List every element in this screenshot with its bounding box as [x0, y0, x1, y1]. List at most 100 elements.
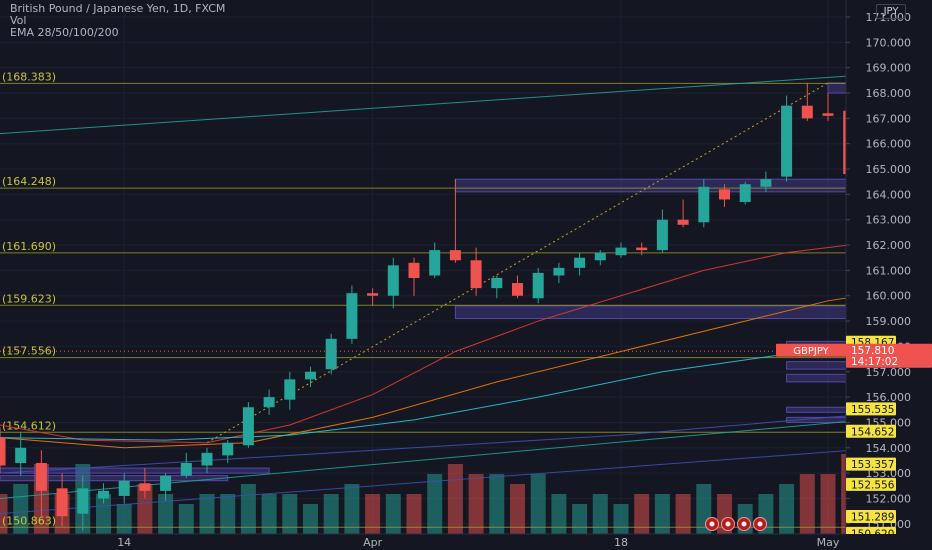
candle-body [118, 480, 130, 496]
candle [180, 452, 192, 479]
candle [739, 181, 751, 205]
candle-body [760, 179, 772, 187]
event-marker-dot [709, 521, 715, 527]
price-tick-label: 152.000 [866, 492, 912, 505]
volume-bar [137, 484, 153, 534]
candle [56, 473, 68, 527]
price-tick-label: 163.000 [866, 214, 912, 227]
volume-bar [240, 484, 256, 534]
price-tick-label: 159.000 [866, 315, 912, 328]
time-axis[interactable]: 14Apr18May1630 [117, 536, 932, 549]
zone-box [786, 373, 847, 383]
price-tag-label: 153.357 [851, 459, 894, 471]
volume-bar [0, 494, 8, 534]
candle [160, 473, 172, 501]
candle-body [719, 189, 730, 200]
price-tick-label: 160.000 [866, 290, 912, 303]
candle [822, 93, 834, 121]
candle-body [512, 283, 523, 296]
candle [532, 267, 544, 304]
price-tick-label: 170.000 [866, 36, 912, 49]
candle [574, 252, 586, 276]
price-axis[interactable]: 171.000170.000169.000168.000167.000166.0… [846, 11, 911, 531]
price-tag-label: 154.652 [851, 426, 894, 438]
candle-body [263, 397, 275, 408]
chart-title[interactable]: British Pound / Japanese Yen, 1D, FXCM [10, 2, 226, 15]
candle [801, 82, 813, 121]
candle-body [15, 447, 27, 463]
fib-level-label: (150.863) [2, 514, 56, 527]
symbol-tag-box [776, 343, 846, 357]
candle-body [553, 267, 565, 276]
candle [760, 171, 772, 192]
volume-bar [406, 494, 422, 534]
event-markers[interactable] [705, 517, 767, 531]
zone-box [0, 475, 229, 482]
candle [408, 257, 420, 296]
zone-box [454, 178, 847, 193]
candle-body [0, 437, 6, 466]
trend-line [0, 413, 932, 499]
candle-body [429, 250, 441, 276]
trend-line [0, 69, 932, 135]
candle-body [574, 257, 586, 268]
candle [284, 371, 296, 410]
price-tick-label: 154.000 [866, 442, 912, 455]
candle-body [160, 475, 172, 491]
volume-bar [323, 494, 339, 534]
volume-bar [116, 504, 132, 534]
price-tick-label: 164.000 [866, 188, 912, 201]
fib-level-label: (159.623) [2, 292, 56, 305]
candle [118, 473, 130, 504]
volume-bar [199, 494, 215, 534]
volume-bar [468, 474, 484, 534]
fib-level-label: (154.612) [2, 419, 56, 432]
candle [346, 285, 358, 344]
candle [263, 389, 275, 415]
ema-indicator-label[interactable]: EMA 28/50/100/200 [10, 26, 119, 39]
time-axis-background [0, 534, 932, 550]
candle [553, 262, 565, 284]
candle [139, 468, 151, 499]
price-tick-label: 157.000 [866, 366, 912, 379]
currency-label[interactable]: JPY [876, 4, 906, 19]
candle-body [532, 272, 544, 299]
candle-body [698, 186, 710, 223]
time-tick-label: 18 [614, 536, 628, 549]
candle [201, 447, 213, 474]
candle-body [822, 113, 834, 116]
candle-body [180, 462, 192, 476]
event-marker-dot [741, 521, 747, 527]
candle-body [98, 490, 109, 499]
volume-bar [510, 484, 525, 534]
candle [491, 275, 503, 299]
candle-body [408, 262, 420, 279]
candle-body [801, 105, 813, 119]
price-tag-label: 151.289 [851, 511, 894, 523]
volume-bar [344, 484, 360, 534]
fibonacci-levels: (168.383) (164.248) (161.690) (159.623) (157… [0, 70, 846, 528]
candle [636, 242, 648, 256]
volume-bar [551, 494, 567, 534]
price-axis-background [846, 0, 932, 534]
zone-box [827, 82, 847, 94]
candle [594, 250, 606, 266]
volume-bar [820, 474, 836, 534]
candle-body [656, 219, 668, 251]
candle [35, 450, 47, 517]
time-tick-label: May [817, 536, 840, 549]
candle [781, 95, 793, 182]
volume-indicator-label[interactable]: Vol [10, 14, 27, 27]
zone-box [0, 467, 270, 474]
trend-lines [0, 69, 932, 515]
time-tick-label: 14 [117, 536, 131, 549]
fib-level-label: (157.556) [2, 345, 56, 358]
candle-body [325, 338, 337, 370]
volume-bar [158, 494, 174, 534]
candle [677, 199, 689, 228]
candle-body [346, 293, 358, 339]
candle [512, 275, 523, 299]
current-price-label: 157.810 [851, 345, 894, 357]
